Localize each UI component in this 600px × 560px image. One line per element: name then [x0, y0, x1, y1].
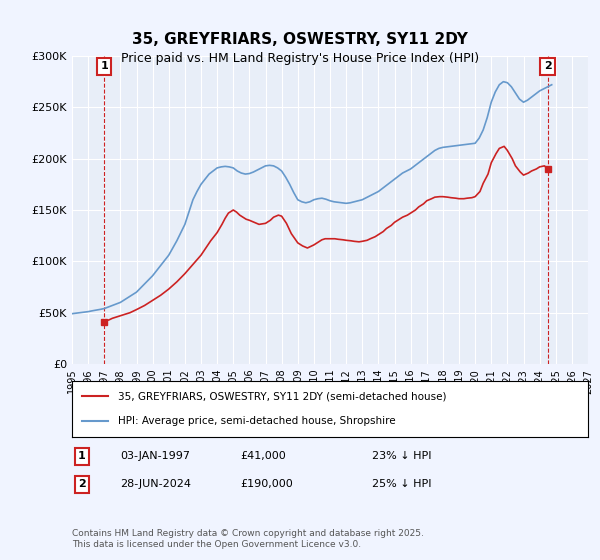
- Text: Contains HM Land Registry data © Crown copyright and database right 2025.
This d: Contains HM Land Registry data © Crown c…: [72, 529, 424, 549]
- Text: 1: 1: [78, 451, 86, 461]
- Text: 35, GREYFRIARS, OSWESTRY, SY11 2DY (semi-detached house): 35, GREYFRIARS, OSWESTRY, SY11 2DY (semi…: [118, 391, 447, 402]
- Text: 1: 1: [100, 61, 108, 71]
- Text: £41,000: £41,000: [240, 451, 286, 461]
- Text: 25% ↓ HPI: 25% ↓ HPI: [372, 479, 431, 489]
- Text: 2: 2: [544, 61, 551, 71]
- Text: 28-JUN-2024: 28-JUN-2024: [120, 479, 191, 489]
- Text: 03-JAN-1997: 03-JAN-1997: [120, 451, 190, 461]
- Text: £190,000: £190,000: [240, 479, 293, 489]
- Text: 23% ↓ HPI: 23% ↓ HPI: [372, 451, 431, 461]
- Text: HPI: Average price, semi-detached house, Shropshire: HPI: Average price, semi-detached house,…: [118, 416, 396, 426]
- Text: 2: 2: [78, 479, 86, 489]
- Text: 35, GREYFRIARS, OSWESTRY, SY11 2DY: 35, GREYFRIARS, OSWESTRY, SY11 2DY: [132, 32, 468, 46]
- Text: Price paid vs. HM Land Registry's House Price Index (HPI): Price paid vs. HM Land Registry's House …: [121, 52, 479, 66]
